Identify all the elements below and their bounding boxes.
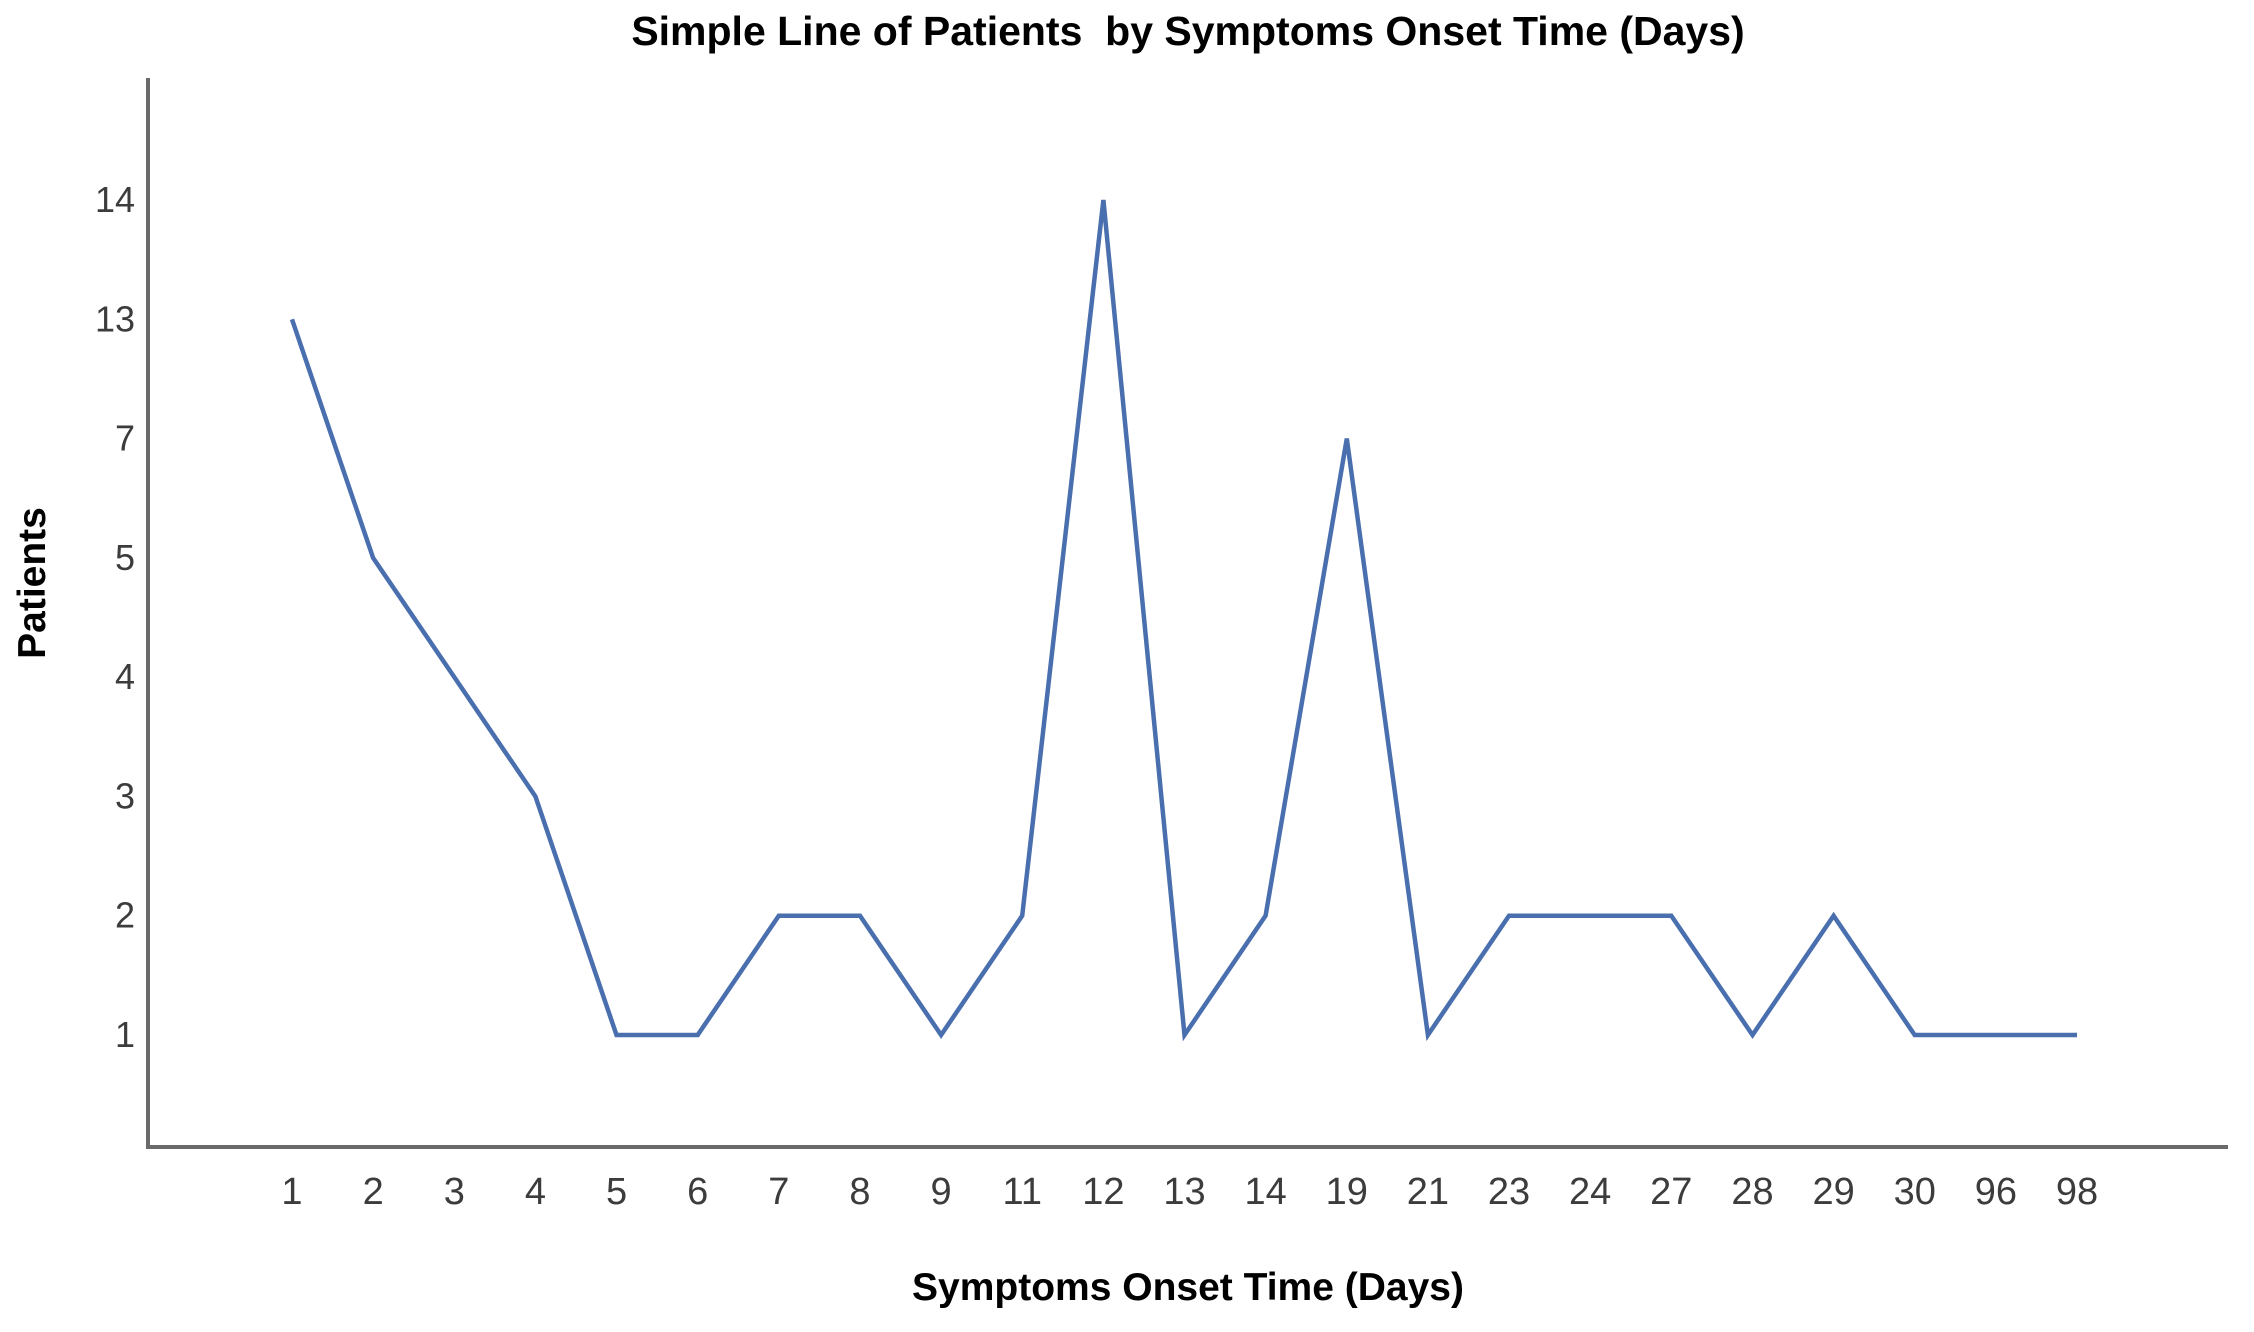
x-tick-label: 12 [1082,1171,1124,1213]
y-tick-label: 3 [115,775,135,816]
y-tick-label: 2 [115,895,135,936]
x-tick-label: 14 [1244,1171,1286,1213]
x-tick-label: 8 [849,1171,870,1213]
y-tick-label: 5 [115,537,135,578]
x-tick-label: 3 [444,1171,465,1213]
chart-title: Simple Line of Patients by Symptoms Onse… [631,8,1745,54]
x-tick-label: 4 [525,1171,546,1213]
x-tick-label: 11 [1003,1171,1042,1213]
x-tick-label: 1 [281,1171,302,1213]
y-tick-label: 1 [115,1014,135,1055]
x-tick-label: 9 [931,1171,952,1213]
y-tick-label: 14 [95,179,135,220]
x-tick-label: 13 [1163,1171,1205,1213]
x-axis-title: Symptoms Onset Time (Days) [912,1266,1464,1309]
y-tick-label: 7 [115,418,135,459]
x-tick-label: 98 [2056,1171,2098,1213]
x-tick-label: 28 [1731,1171,1773,1213]
data-line-patients [289,199,2077,1042]
x-tick-label: 6 [687,1171,708,1213]
x-tick-label: 30 [1894,1171,1936,1213]
y-tick-label: 13 [95,298,135,339]
x-tick-label: 2 [363,1171,384,1213]
x-tick-label: 23 [1488,1171,1530,1213]
y-tick-label: 4 [115,656,135,697]
x-tick-label: 7 [768,1171,789,1213]
x-tick-label: 5 [606,1171,627,1213]
x-tick-label: 21 [1407,1171,1449,1213]
x-tick-label: 27 [1650,1171,1692,1213]
x-tick-label: 24 [1569,1171,1611,1213]
x-tick-label: 29 [1812,1171,1854,1213]
x-tick-label: 96 [1975,1171,2017,1213]
x-tick-label: 19 [1326,1171,1368,1213]
